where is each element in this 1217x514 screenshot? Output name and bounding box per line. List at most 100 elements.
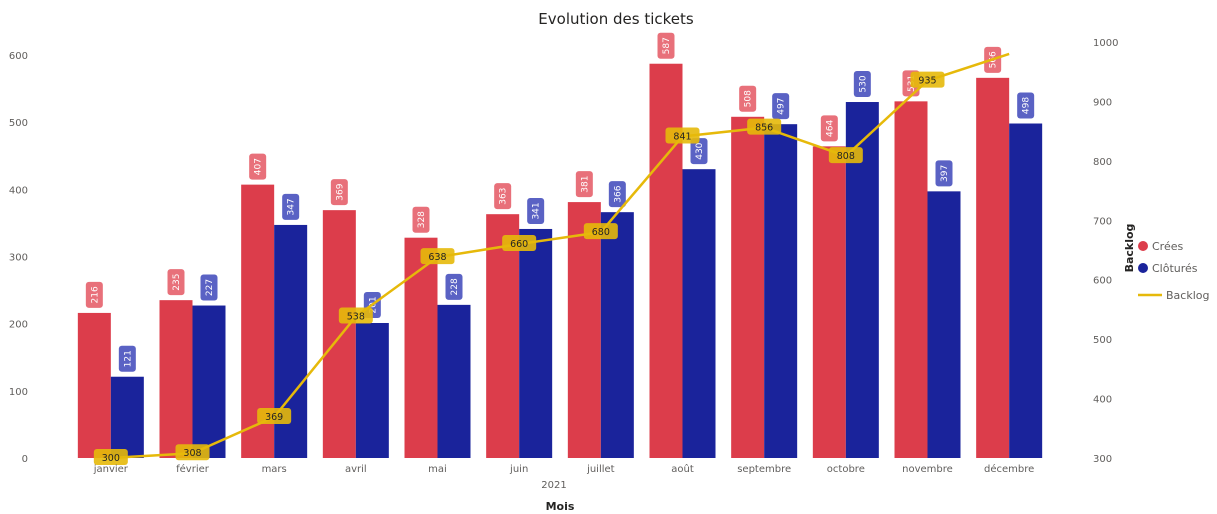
- bar-data-label-text: 216: [90, 286, 100, 303]
- right-tick-label: 900: [1093, 97, 1112, 108]
- bar-data-label: 328: [412, 206, 430, 233]
- bar-data-label-text: 328: [417, 211, 427, 228]
- bar-data-label: 216: [85, 281, 103, 308]
- bar-data-label-bg: [494, 183, 512, 210]
- bar-data-label: 464: [820, 115, 838, 142]
- backlog-data-label: 680: [583, 223, 618, 240]
- bar-clotures: [110, 376, 144, 458]
- legend-label: Crées: [1152, 240, 1183, 253]
- right-tick-label: 600: [1093, 276, 1112, 287]
- x-tick-label: août: [671, 463, 694, 475]
- bar-data-label-text: 341: [532, 202, 542, 219]
- bar-data-label-bg: [690, 138, 708, 165]
- bar-data-label: 407: [249, 153, 267, 180]
- bar-data-label: 235: [167, 269, 185, 296]
- backlog-data-label-bg: [828, 147, 863, 164]
- bar-data-label: 530: [853, 71, 871, 98]
- bar-data-label-text: 369: [335, 183, 345, 200]
- bar-data-label-text: 430: [695, 142, 705, 159]
- right-tick-label: 700: [1093, 216, 1112, 227]
- bar-data-label: 587: [657, 32, 675, 59]
- backlog-data-label-bg: [257, 407, 292, 424]
- right-tick-label: 800: [1093, 157, 1112, 168]
- bar-data-label-bg: [853, 71, 871, 98]
- bar-data-label: 228: [445, 273, 463, 300]
- backlog-data-label: 808: [828, 147, 863, 164]
- x-tick-label: décembre: [984, 463, 1034, 475]
- bar-data-label: 497: [772, 93, 790, 120]
- backlog-data-label: 856: [747, 118, 782, 135]
- x-tick-label: novembre: [902, 464, 953, 475]
- bar-data-label-bg: [85, 281, 103, 308]
- bar-clotures: [682, 169, 716, 458]
- backlog-data-label-bg: [583, 223, 618, 240]
- legend-label: Backlog: [1166, 289, 1209, 302]
- backlog-data-label: 638: [420, 248, 455, 265]
- legend-swatch-dot: [1138, 241, 1148, 251]
- bar-data-label-bg: [445, 273, 463, 300]
- bar-data-label-text: 121: [123, 350, 133, 367]
- bar-data-label-text: 587: [662, 37, 672, 54]
- backlog-data-label-text: 660: [510, 239, 528, 250]
- bar-crees: [404, 237, 438, 458]
- backlog-data-label-text: 308: [183, 448, 201, 459]
- bar-clotures: [600, 212, 634, 458]
- bar-data-label-bg: [772, 93, 790, 120]
- legend-item: Clôturés: [1138, 262, 1198, 275]
- backlog-labels-layer: 300 308 369 538 638 660 680 841 856 808 935: [93, 71, 945, 465]
- bar-data-label-bg: [1017, 92, 1035, 119]
- legend-swatch-dot: [1138, 263, 1148, 273]
- backlog-data-label: 369: [257, 407, 292, 424]
- bar-clotures: [764, 124, 798, 458]
- backlog-data-label-text: 808: [837, 151, 855, 162]
- backlog-data-label: 300: [93, 449, 128, 465]
- bar-data-label: 397: [935, 160, 953, 187]
- bar-data-label: 498: [1017, 92, 1035, 119]
- legend-label: Clôturés: [1152, 262, 1198, 275]
- right-tick-label: 1000: [1093, 38, 1118, 49]
- left-tick-label: 500: [9, 118, 28, 129]
- bar-data-label-text: 381: [580, 176, 590, 193]
- bar-data-label-text: 508: [744, 90, 754, 107]
- bar-clotures: [927, 191, 961, 458]
- x-tick-label: juin: [509, 464, 528, 475]
- bar-data-label: 508: [739, 85, 757, 112]
- backlog-data-label-text: 841: [673, 131, 691, 142]
- bar-crees: [77, 312, 111, 458]
- x-tick-label: mars: [262, 464, 287, 475]
- bar-crees: [731, 116, 765, 458]
- bar-data-label-bg: [608, 181, 626, 208]
- bar-data-label-bg: [527, 197, 545, 224]
- bar-data-label: 347: [282, 193, 300, 220]
- backlog-data-label-bg: [338, 307, 373, 324]
- x-tick-label: janvier: [93, 464, 129, 475]
- bar-crees: [649, 63, 683, 459]
- bar-data-label-bg: [249, 153, 267, 180]
- bar-data-label-text: 498: [1022, 97, 1032, 114]
- right-axis-title: Backlog: [1123, 224, 1136, 273]
- backlog-data-label: 538: [338, 307, 373, 324]
- legend: Crées Clôturés Backlog: [1138, 240, 1209, 302]
- right-tick-label: 500: [1093, 335, 1112, 346]
- backlog-data-label-text: 300: [102, 453, 120, 464]
- bar-data-label-text: 366: [613, 185, 623, 202]
- bar-data-label-text: 397: [940, 165, 950, 182]
- backlog-data-label-text: 369: [265, 412, 283, 423]
- legend-item: Crées: [1138, 240, 1183, 253]
- bar-data-label-bg: [330, 179, 348, 206]
- backlog-data-label-text: 856: [755, 123, 773, 134]
- x-tick-label: octobre: [827, 464, 865, 475]
- bar-data-label-bg: [118, 345, 136, 372]
- backlog-data-label: 935: [910, 71, 945, 88]
- bar-crees: [812, 146, 846, 458]
- x-axis-title: Mois: [546, 500, 575, 513]
- bar-data-label-bg: [200, 274, 218, 301]
- bar-clotures: [355, 322, 389, 458]
- x-axis: janvier février mars avril mai juin juillet aoû…: [93, 463, 1035, 475]
- backlog-data-label-bg: [420, 248, 455, 265]
- x-tick-label: mai: [428, 464, 447, 475]
- backlog-data-label-bg: [910, 71, 945, 88]
- bar-data-label: 366: [608, 181, 626, 208]
- bar-data-label: 341: [527, 197, 545, 224]
